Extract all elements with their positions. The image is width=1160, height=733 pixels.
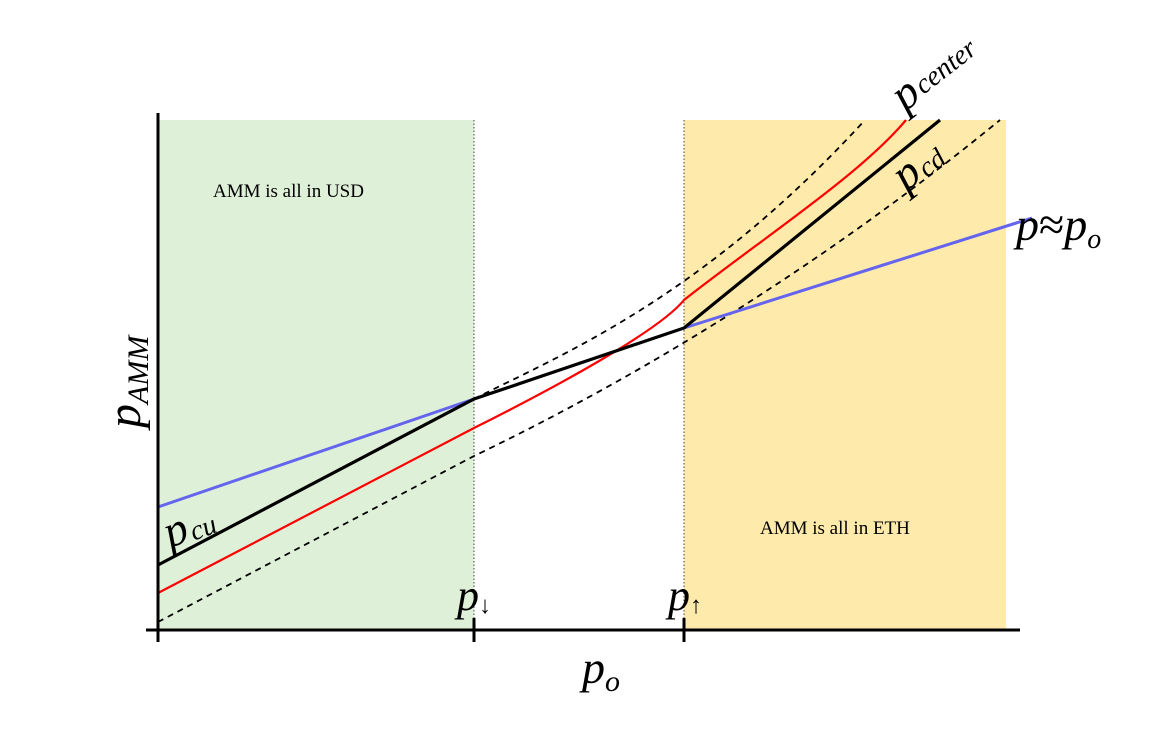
center-price-curve — [157, 119, 907, 594]
upper-band-curve — [473, 119, 866, 400]
amm-price-curve — [157, 118, 942, 567]
x-axis-label: po — [579, 642, 620, 698]
y-axis-label: pAMM — [98, 334, 155, 431]
upper-tick-label: p↑ — [665, 571, 702, 620]
eth-region — [684, 120, 1006, 630]
lower-tick-label: p↓ — [454, 571, 491, 620]
oracle-price-line — [157, 216, 1033, 509]
center-curve-label: pcenter — [877, 21, 986, 122]
usd-region-note: AMM is all in USD — [213, 181, 364, 202]
lower-band-curve — [157, 119, 1001, 623]
usd-region — [158, 120, 474, 630]
eth-region-note: AMM is all in ETH — [760, 518, 910, 539]
oracle-line-label: p≈po — [1013, 199, 1101, 255]
